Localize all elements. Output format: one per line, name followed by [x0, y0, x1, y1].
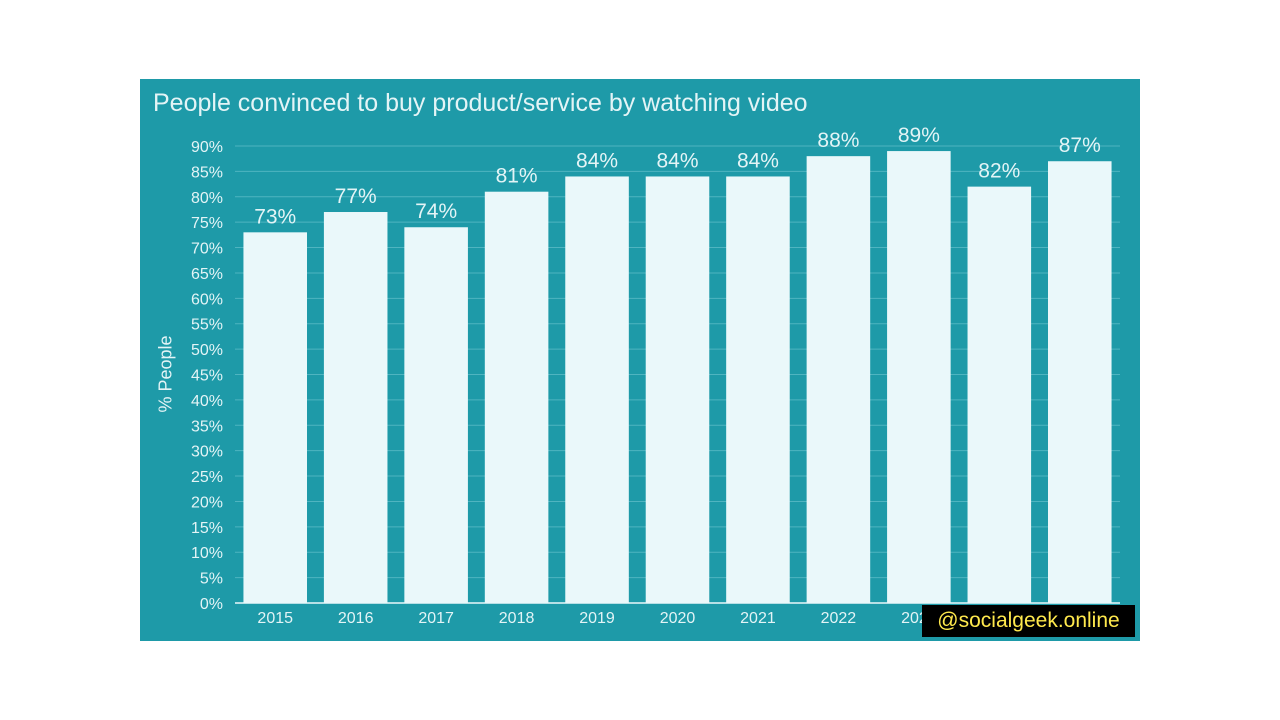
- bar-value-label: 84%: [576, 149, 618, 172]
- y-tick-label: 45%: [191, 368, 223, 385]
- x-tick-label: 2016: [338, 610, 374, 627]
- bar: [967, 186, 1032, 603]
- x-tick-label: 2022: [821, 610, 857, 627]
- bar-value-label: 89%: [898, 124, 940, 147]
- bar: [645, 176, 710, 603]
- y-tick-label: 35%: [191, 418, 223, 435]
- y-tick-label: 30%: [191, 444, 223, 461]
- bar-value-label: 87%: [1059, 134, 1101, 157]
- y-tick-label: 85%: [191, 164, 223, 181]
- x-tick-label: 2021: [740, 610, 776, 627]
- bar-value-label: 88%: [817, 129, 859, 152]
- y-tick-label: 40%: [191, 393, 223, 410]
- chart-title: People convinced to buy product/service …: [153, 89, 808, 117]
- x-tick-label: 2018: [499, 610, 535, 627]
- y-tick-label: 65%: [191, 266, 223, 283]
- y-tick-label: 10%: [191, 545, 223, 562]
- bar: [243, 232, 308, 604]
- y-tick-label: 0%: [200, 596, 223, 613]
- bar-value-label: 84%: [656, 149, 698, 172]
- y-tick-label: 5%: [200, 571, 223, 588]
- bar: [726, 176, 790, 603]
- y-tick-label: 55%: [191, 317, 223, 334]
- watermark-label: @socialgeek.online: [922, 605, 1135, 637]
- bar: [887, 151, 951, 604]
- bar-value-label: 73%: [254, 205, 296, 228]
- bar: [565, 176, 629, 603]
- y-tick-label: 25%: [191, 469, 223, 486]
- bar: [323, 212, 388, 603]
- bar: [404, 227, 468, 603]
- bar: [806, 156, 871, 603]
- bar-value-label: 81%: [496, 165, 538, 188]
- bar-chart: 0% 5% 10% 15% 20% 25% 30% 35% 40% 45% 50% 55% 60% 65%…: [191, 124, 1120, 627]
- bar-value-label: 84%: [737, 149, 779, 172]
- x-tick-label: 2019: [579, 610, 615, 627]
- x-tick-label: 2020: [660, 610, 696, 627]
- bar-value-label: 77%: [335, 185, 377, 208]
- y-tick-label: 15%: [191, 520, 223, 537]
- x-tick-label: 2017: [418, 610, 454, 627]
- x-tick-label: 2015: [257, 610, 293, 627]
- y-tick-label: 75%: [191, 215, 223, 232]
- y-tick-label: 70%: [191, 241, 223, 258]
- bar-value-label: 74%: [415, 200, 457, 223]
- chart-panel: People convinced to buy product/service …: [140, 79, 1140, 641]
- y-tick-label: 80%: [191, 190, 223, 207]
- y-tick-label: 20%: [191, 494, 223, 511]
- y-tick-label: 50%: [191, 342, 223, 359]
- bar: [1047, 161, 1112, 603]
- y-tick-label: 90%: [191, 139, 223, 156]
- y-tick-label: 60%: [191, 291, 223, 308]
- bar-value-label: 82%: [978, 160, 1020, 183]
- bar: [484, 191, 549, 603]
